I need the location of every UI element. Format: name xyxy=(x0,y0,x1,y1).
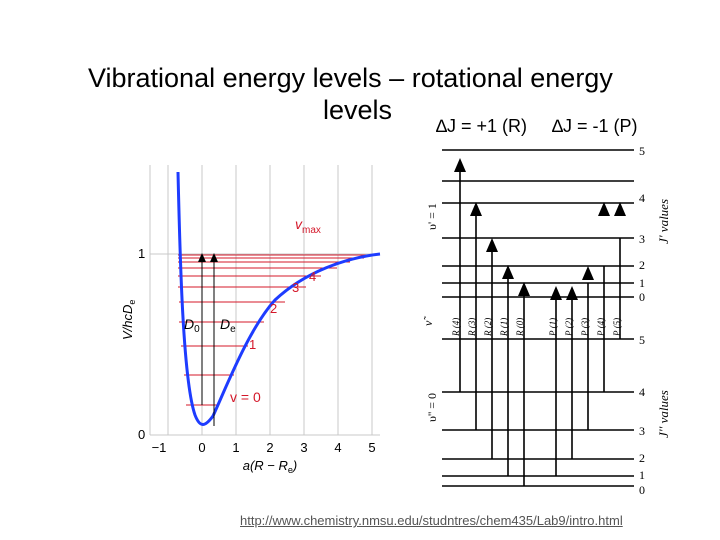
p-branch-label: ∆J = -1 (P) xyxy=(552,116,638,136)
vmax-label: vmax xyxy=(295,216,321,236)
svg-text:P (4): P (4) xyxy=(596,318,606,337)
r-branch-line-labels: R (4) R (3) R (2) R (1) R (0) xyxy=(451,318,525,337)
de-label: De xyxy=(220,316,236,335)
lower-level-numbers: 5 4 3 2 1 0 xyxy=(639,333,645,497)
svg-text:P (1): P (1) xyxy=(548,318,558,337)
svg-text:2: 2 xyxy=(639,258,645,272)
svg-text:4: 4 xyxy=(639,385,645,399)
svg-text:5: 5 xyxy=(368,440,375,455)
de-arrowhead xyxy=(210,253,218,262)
level-1-label: 1 xyxy=(249,337,256,352)
rotational-energy-diagram: 5 4 3 2 1 0 5 4 3 2 1 0 xyxy=(421,144,671,497)
v0-label: v = 0 xyxy=(230,389,261,405)
level-4-label: 4 xyxy=(309,269,316,284)
transition-lines xyxy=(459,164,621,486)
svg-text:5: 5 xyxy=(639,333,645,347)
potential-curve xyxy=(176,171,381,426)
svg-text:1: 1 xyxy=(232,440,239,455)
svg-text:−1: −1 xyxy=(152,440,167,455)
title-line-1: Vibrational energy levels – rotational e… xyxy=(88,63,613,93)
svg-text:2: 2 xyxy=(266,440,273,455)
d0-arrowhead xyxy=(198,253,206,262)
svg-text:R (2): R (2) xyxy=(483,318,493,337)
vibrational-levels xyxy=(178,254,377,406)
wavenumber-symbol: ν̃ xyxy=(421,316,435,326)
y-tick-0: 0 xyxy=(138,427,145,442)
svg-text:R (0): R (0) xyxy=(515,318,525,337)
potential-x-axis-label: a(R − Re) xyxy=(243,458,298,475)
potential-energy-plot: D0 De vmax v = 0 1 2 3 4 −1 0 1 2 3 4 5 … xyxy=(120,165,381,475)
svg-text:R (1): R (1) xyxy=(499,318,509,337)
svg-text:R (3): R (3) xyxy=(467,318,477,337)
level-3-label: 3 xyxy=(292,280,299,295)
svg-text:1: 1 xyxy=(639,468,645,482)
svg-text:4: 4 xyxy=(639,191,645,205)
svg-text:3: 3 xyxy=(639,424,645,438)
y-tick-1: 1 xyxy=(138,246,145,261)
svg-text:4: 4 xyxy=(334,440,341,455)
d0-label: D0 xyxy=(184,316,200,335)
dissociation-arrows xyxy=(201,258,215,426)
svg-text:P (5): P (5) xyxy=(612,318,622,337)
svg-text:P (3): P (3) xyxy=(580,318,590,337)
upper-level-numbers: 5 4 3 2 1 0 xyxy=(639,144,645,304)
p-branch-line-labels: P (1) P (2) P (3) P (4) P (5) xyxy=(548,318,622,337)
r-branch-label: ∆J = +1 (R) xyxy=(436,116,528,136)
x-tick-labels: −1 0 1 2 3 4 5 xyxy=(152,440,376,455)
svg-text:5: 5 xyxy=(639,144,645,158)
transition-arrowheads xyxy=(454,158,626,300)
svg-text:0: 0 xyxy=(198,440,205,455)
lower-j-axis-label: J'' values xyxy=(656,390,671,438)
source-url-link[interactable]: http://www.chemistry.nmsu.edu/studntres/… xyxy=(240,513,623,528)
lower-state-label: υ'' = 0 xyxy=(425,393,439,422)
svg-text:P (2): P (2) xyxy=(564,318,574,337)
svg-text:3: 3 xyxy=(639,232,645,246)
gridlines xyxy=(149,165,380,436)
svg-text:0: 0 xyxy=(639,483,645,497)
potential-y-axis-label: V/hcDe xyxy=(120,300,137,340)
upper-rotational-levels xyxy=(442,180,634,298)
svg-text:0: 0 xyxy=(639,290,645,304)
upper-state-label: υ' = 1 xyxy=(425,203,439,230)
lower-rotational-levels xyxy=(442,338,634,487)
svg-text:1: 1 xyxy=(639,276,645,290)
level-2-label: 2 xyxy=(270,301,277,316)
upper-j-axis-label: J' values xyxy=(656,199,671,244)
title-line-2: levels xyxy=(323,95,393,125)
svg-text:R (4): R (4) xyxy=(451,318,461,337)
svg-text:2: 2 xyxy=(639,451,645,465)
svg-text:3: 3 xyxy=(300,440,307,455)
